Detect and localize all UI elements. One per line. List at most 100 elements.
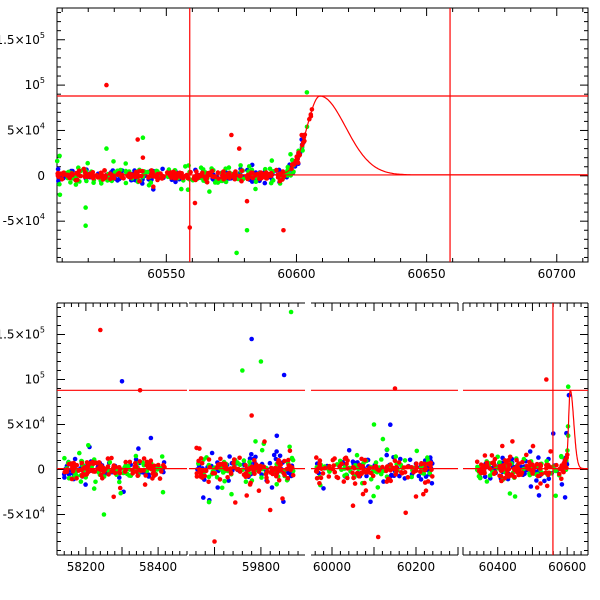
data-point (368, 499, 373, 505)
data-point (141, 468, 146, 473)
data-point (220, 470, 226, 475)
data-point (482, 474, 488, 480)
data-point (507, 454, 513, 460)
data-point (530, 468, 536, 474)
data-point (287, 448, 293, 454)
data-point (117, 475, 122, 480)
y-tick-label: 1.5×105 (0, 31, 45, 47)
data-point (282, 458, 287, 464)
data-point (536, 493, 542, 498)
data-point (289, 157, 295, 163)
data-point (231, 171, 237, 177)
data-point (544, 483, 550, 489)
data-point (317, 481, 322, 486)
data-point (145, 169, 150, 175)
data-point (194, 471, 200, 476)
data-point (197, 467, 202, 472)
data-point (234, 467, 240, 472)
data-point (362, 480, 367, 486)
data-point (375, 485, 381, 490)
data-point (179, 186, 184, 192)
data-point (276, 478, 282, 483)
data-point (352, 481, 358, 486)
data-point (67, 173, 73, 179)
data-point (286, 463, 292, 468)
data-point (104, 146, 109, 151)
data-point (72, 456, 78, 462)
data-point (84, 178, 89, 184)
data-point (156, 462, 161, 468)
data-point (140, 168, 145, 174)
data-point (562, 495, 568, 500)
data-point (76, 468, 81, 473)
data-point (98, 170, 104, 176)
top-series (55, 82, 315, 233)
data-point (198, 165, 204, 170)
data-point (54, 158, 60, 164)
data-point (342, 456, 348, 461)
data-point (246, 164, 252, 169)
data-point (267, 166, 273, 172)
data-point (144, 459, 150, 465)
data-point (289, 455, 295, 461)
data-point (507, 491, 513, 496)
data-point (509, 472, 515, 477)
data-point (561, 469, 566, 475)
data-point (123, 161, 128, 166)
data-point (548, 449, 553, 454)
data-point (237, 455, 242, 461)
data-point (122, 469, 128, 474)
model-curve (231, 95, 588, 176)
data-point (160, 166, 165, 172)
data-point (228, 470, 234, 475)
data-point (394, 468, 399, 474)
data-point (201, 495, 206, 500)
data-point (330, 457, 336, 463)
data-point (101, 512, 107, 517)
data-point (123, 459, 128, 465)
data-point (392, 386, 398, 391)
data-point (375, 534, 381, 540)
data-point (111, 494, 116, 500)
data-point (277, 453, 283, 459)
data-point (79, 472, 85, 478)
x-tick-label: 60650 (408, 267, 446, 281)
data-point (117, 479, 122, 485)
data-point (104, 82, 109, 88)
data-point (99, 181, 104, 186)
data-point (245, 473, 251, 479)
data-point (57, 181, 62, 187)
data-point (206, 474, 212, 480)
x-tick-label: 58200 (67, 560, 105, 574)
data-point (198, 456, 204, 461)
data-point (274, 482, 280, 487)
data-point (544, 377, 549, 382)
data-point (364, 473, 369, 479)
data-point (71, 460, 76, 466)
data-point (130, 471, 135, 476)
data-point (159, 454, 165, 459)
data-point (106, 472, 111, 477)
data-point (206, 479, 211, 485)
data-point (133, 457, 139, 462)
data-point (530, 443, 536, 449)
data-point (231, 457, 237, 462)
data-point (73, 182, 79, 187)
data-point (151, 184, 156, 190)
data-point (253, 179, 259, 184)
y-tick-label: -5×104 (3, 506, 45, 522)
data-point (111, 159, 116, 164)
data-point (117, 485, 123, 491)
data-point (140, 135, 146, 141)
bottom-reference-lines (57, 303, 588, 555)
data-point (90, 468, 96, 473)
x-tick-label: 59800 (242, 560, 280, 574)
data-point (56, 174, 61, 180)
data-point (229, 491, 234, 497)
data-point (280, 496, 285, 501)
data-point (478, 470, 484, 476)
data-point (264, 475, 269, 481)
data-point (62, 475, 67, 480)
data-point (534, 478, 539, 483)
data-point (215, 485, 220, 490)
